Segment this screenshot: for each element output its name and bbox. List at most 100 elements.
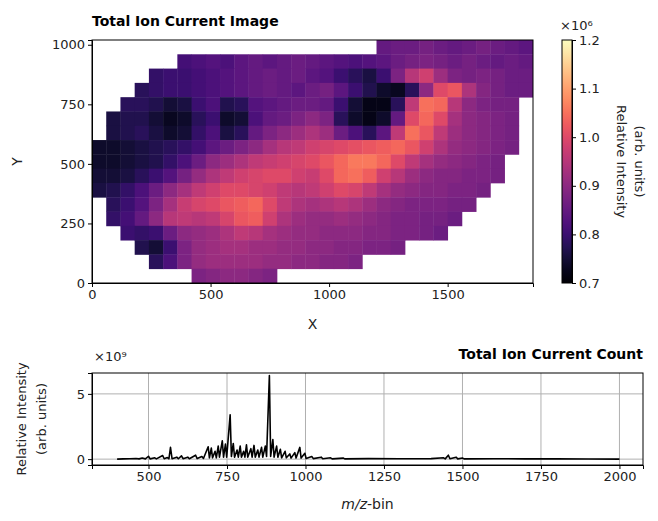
colorbar-title: Relative Intensity — [614, 105, 629, 218]
heatmap-cell — [120, 183, 135, 198]
heatmap-cell — [149, 97, 164, 112]
heatmap-cell — [476, 40, 491, 55]
heatmap-cell — [248, 97, 263, 112]
heatmap-cell — [362, 212, 377, 227]
heatmap-cell — [92, 140, 107, 155]
heatmap-cell — [220, 269, 235, 283]
heatmap-cell — [177, 126, 192, 141]
y-tick-mark — [88, 104, 92, 105]
heatmap-cell — [234, 269, 249, 283]
heatmap-cell — [433, 154, 448, 169]
colorbar-tick-mark — [572, 234, 576, 235]
heatmap-cell — [106, 197, 121, 212]
heatmap-cell — [135, 83, 150, 98]
heatmap-cell — [405, 212, 420, 227]
heatmap-cell — [277, 169, 292, 184]
heatmap-cell — [248, 254, 263, 269]
heatmap-cell — [106, 140, 121, 155]
heatmap-cell — [391, 226, 406, 241]
heatmap-cell — [220, 212, 235, 227]
plot-lines — [117, 376, 619, 460]
heatmap-cell — [149, 169, 164, 184]
heatmap-cell — [334, 240, 349, 255]
heatmap-cell — [362, 97, 377, 112]
heatmap-cell — [135, 169, 150, 184]
y-tick-label: 1000 — [52, 37, 85, 52]
colorbar-axis-line — [573, 41, 577, 284]
heatmap-cell — [263, 111, 278, 126]
figure-svg: 05001000150002505007501000Total Ion Curr… — [0, 0, 658, 521]
heatmap-cell — [405, 40, 420, 55]
colorbar-tick-label: 1.1 — [579, 81, 600, 96]
heatmap-cell — [519, 40, 533, 55]
heatmap-cell — [334, 169, 349, 184]
heatmap-cell — [391, 154, 406, 169]
x-axis: 050010001500 — [88, 283, 533, 302]
y-axis-title: (arb. units) — [34, 383, 49, 455]
heatmap-cell — [433, 197, 448, 212]
heatmap-cell — [362, 54, 377, 69]
heatmap-cell — [505, 126, 520, 141]
x-tick-label: 1250 — [368, 469, 401, 484]
heatmap-cell — [120, 212, 135, 227]
heatmap-cell — [234, 140, 249, 155]
heatmap-cell — [192, 97, 207, 112]
heatmap-cell — [419, 140, 434, 155]
y-grid-line — [92, 393, 643, 394]
heatmap-cell — [362, 83, 377, 98]
heatmap-cell — [476, 111, 491, 126]
colorbar-tick: 1.0 — [572, 130, 600, 145]
heatmap-cell — [120, 126, 135, 141]
heatmap-cell — [476, 140, 491, 155]
heatmap-cell — [177, 69, 192, 84]
colorbar-tick-label: 1.2 — [579, 33, 600, 48]
heatmap-cell — [348, 154, 363, 169]
heatmap-cell — [135, 226, 150, 241]
heatmap-cell — [206, 254, 221, 269]
heatmap-cell — [206, 69, 221, 84]
heatmap-cell — [476, 97, 491, 112]
heatmap-cell — [419, 212, 434, 227]
heatmap-cell — [248, 240, 263, 255]
heatmap-cell — [334, 54, 349, 69]
heatmap-cell — [149, 240, 164, 255]
heatmap-cell — [149, 183, 164, 198]
colorbar-axis: 0.70.80.91.01.11.2 — [572, 33, 600, 291]
heatmap-cell — [120, 197, 135, 212]
heatmap-cell — [377, 69, 392, 84]
heatmap-cell — [391, 169, 406, 184]
y-tick: 1000 — [52, 37, 92, 52]
x-grid-line — [619, 373, 620, 465]
heatmap-cell — [248, 269, 263, 283]
heatmap-cell — [305, 83, 320, 98]
colorbar-tick-mark — [572, 186, 576, 187]
heatmap-cell — [348, 226, 363, 241]
colorbar-tick: 1.2 — [572, 33, 600, 48]
heatmap-cell — [291, 126, 306, 141]
heatmap-cell — [263, 226, 278, 241]
y-tick-mark — [88, 223, 92, 224]
heatmap-cell — [177, 140, 192, 155]
heatmap-cell — [234, 69, 249, 84]
heatmap-cell — [291, 183, 306, 198]
heatmap-cell — [291, 154, 306, 169]
heatmap-cell — [248, 183, 263, 198]
heatmap-cell — [505, 111, 520, 126]
x-tick: 2000 — [603, 465, 636, 484]
y-axis-title: Y — [9, 157, 25, 167]
heatmap-cell — [192, 140, 207, 155]
heatmap-cell — [206, 126, 221, 141]
heatmap-cell — [263, 54, 278, 69]
heatmap-cell — [419, 83, 434, 98]
heatmap-cell — [135, 183, 150, 198]
heatmap-cell — [462, 183, 477, 198]
heatmap-cell — [462, 97, 477, 112]
heatmap-cell — [348, 197, 363, 212]
heatmap-cell — [348, 126, 363, 141]
y-axis: 02505007501000 — [52, 37, 93, 290]
heatmap-cell — [192, 240, 207, 255]
x-grid-line — [540, 373, 541, 465]
heatmap-cell — [462, 69, 477, 84]
heatmap-cell — [334, 111, 349, 126]
y-tick-label: 5 — [77, 387, 85, 402]
